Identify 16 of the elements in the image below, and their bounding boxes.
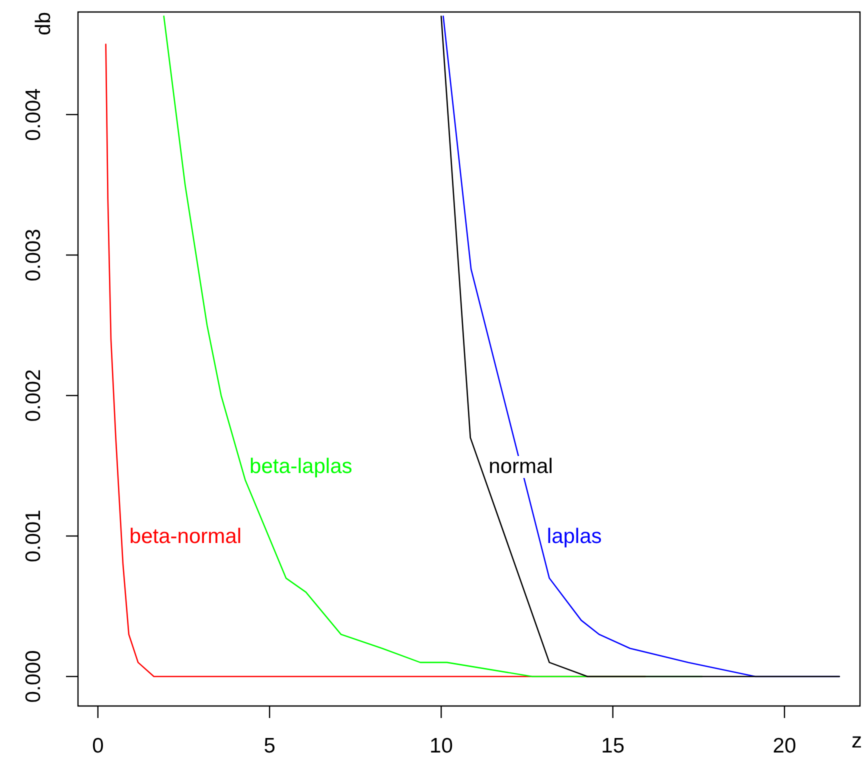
y-axis-title: db xyxy=(32,12,55,36)
y-tick-label: 0.001 xyxy=(22,510,45,562)
x-tick-label: 5 xyxy=(264,734,276,758)
x-axis-title: z xyxy=(852,729,862,752)
y-tick-label: 0.002 xyxy=(22,369,45,422)
series-label: laplas xyxy=(546,524,602,548)
series-label: normal xyxy=(488,454,553,478)
series-label: beta-normal xyxy=(129,524,242,548)
x-tick-label: 20 xyxy=(772,734,796,758)
y-tick-label: 0.003 xyxy=(22,228,45,282)
x-tick-label: 10 xyxy=(430,734,453,758)
series-label: beta-laplas xyxy=(250,454,352,478)
x-tick-label: 0 xyxy=(92,734,104,758)
x-tick-label: 15 xyxy=(601,734,625,758)
y-tick-label: 0.000 xyxy=(22,650,45,703)
y-tick-label: 0.004 xyxy=(22,88,45,141)
